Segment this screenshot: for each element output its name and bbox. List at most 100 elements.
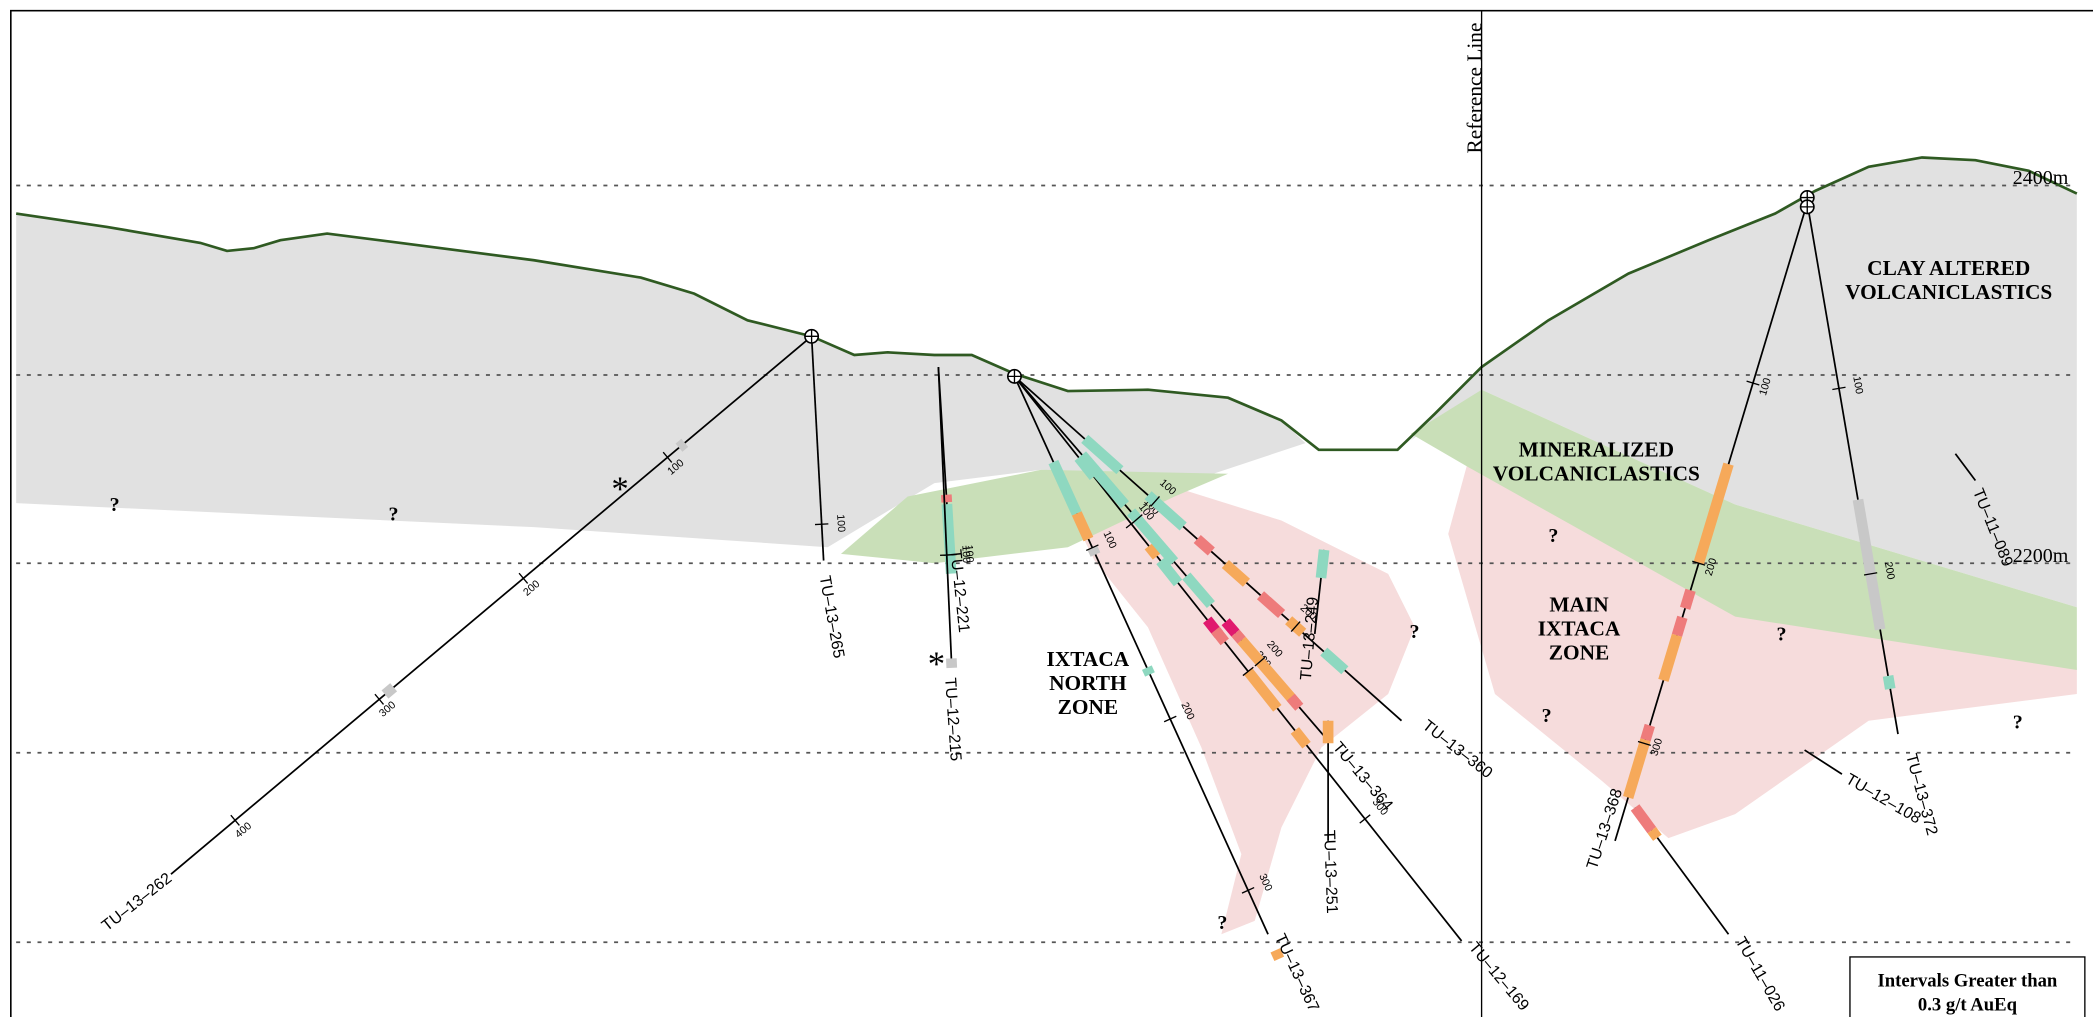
assay-interval	[1156, 557, 1183, 587]
depth-label: 300	[377, 699, 398, 720]
depth-tick	[1692, 560, 1706, 566]
elevation-lines	[16, 184, 2077, 944]
assay-interval	[1231, 629, 1246, 644]
assay-interval	[1077, 451, 1130, 509]
assay-interval	[1221, 560, 1251, 587]
zone-label: MINERALIZED	[1519, 437, 1674, 461]
depth-label: 100	[959, 545, 972, 563]
assay-interval	[1852, 498, 1886, 631]
zone-label: NORTH	[1049, 671, 1127, 695]
assay-interval	[1182, 572, 1215, 609]
drill-hole	[170, 335, 813, 875]
pink-zone	[1448, 460, 2077, 839]
assay-interval	[941, 503, 957, 574]
drill-hole	[1806, 202, 1899, 735]
assay-interval	[1630, 804, 1657, 834]
assay-interval	[1127, 508, 1179, 566]
depth-tick	[1254, 656, 1266, 667]
depth-tick	[814, 523, 829, 526]
depth-tick	[1637, 740, 1651, 746]
collar-cross	[804, 329, 819, 344]
drill-hole	[1954, 453, 1977, 481]
depth-tick	[1863, 572, 1878, 576]
green-zone	[1410, 389, 2077, 670]
depth-tick	[374, 693, 385, 705]
hole-label: TU–12–215	[941, 677, 964, 762]
assay-interval	[1315, 549, 1330, 579]
zone-label: ZONE	[1058, 695, 1119, 719]
depth-tick	[1746, 380, 1760, 386]
assay-interval	[1693, 462, 1734, 565]
assay-interval	[1623, 738, 1651, 800]
depth-tick	[1359, 814, 1371, 824]
depth-tick	[662, 451, 673, 463]
assay-interval	[675, 438, 689, 452]
assay-interval	[1640, 723, 1655, 742]
uncertain-marker: ?	[1542, 705, 1552, 727]
hole-label: TU–13–265	[816, 574, 847, 659]
assay-interval	[1290, 727, 1311, 749]
assay-interval	[1141, 665, 1155, 677]
depth-label: 300	[1649, 737, 1666, 758]
depth-tick	[1085, 544, 1099, 552]
pink-zone	[1067, 487, 1415, 935]
legend-text: Intervals Greater than	[1878, 970, 2058, 991]
hole-label: TU–13–360	[1419, 717, 1495, 782]
depth-tick	[230, 814, 240, 826]
depth-tick	[1832, 386, 1846, 391]
depth-label: 400	[233, 820, 254, 841]
collar-cross	[1800, 200, 1814, 214]
zone-label: IXTACA	[1047, 647, 1130, 671]
drill-hole	[1804, 749, 1843, 775]
uncertain-marker: ?	[1217, 912, 1227, 934]
depth-label: 200	[1882, 561, 1897, 581]
asterisk: *	[611, 469, 628, 508]
assay-interval	[1237, 636, 1301, 708]
drill-hole	[937, 366, 953, 668]
depth-tick	[518, 572, 529, 584]
depth-label: 100	[1757, 376, 1774, 397]
gray-zone	[16, 213, 1306, 548]
legend-box	[1849, 956, 2086, 1017]
hole-label: TU–13–262	[99, 870, 175, 935]
drill-hole	[810, 336, 825, 561]
depth-tick	[1290, 621, 1301, 632]
assay-interval	[1081, 434, 1124, 475]
zone-label: MAIN	[1549, 592, 1609, 616]
uncertain-marker: ?	[1777, 624, 1787, 646]
depth-label: 100	[1850, 375, 1865, 395]
assay-interval	[1087, 545, 1101, 557]
assay-interval	[1680, 588, 1696, 610]
hole-label: TU–13–367	[1271, 931, 1322, 1014]
uncertain-marker: ?	[1548, 525, 1558, 547]
assay-interval	[1671, 615, 1688, 637]
hole-label: TU–12–169	[1465, 939, 1532, 1014]
assay-interval	[1270, 948, 1285, 962]
depth-label: 100	[962, 544, 975, 563]
depth-label: 200	[521, 578, 542, 599]
assay-interval	[1286, 693, 1304, 711]
assay-interval	[1193, 534, 1215, 556]
assay-interval	[1256, 591, 1286, 619]
assay-interval	[1221, 618, 1240, 637]
assay-interval	[1071, 511, 1094, 542]
frame	[10, 9, 2093, 1017]
hole-label: TU–13–364	[1329, 739, 1396, 814]
depth-label: 100	[834, 514, 847, 532]
depth-tick	[1131, 514, 1143, 524]
elevation-label: 2400m	[2013, 167, 2069, 189]
elevation-label: 2200m	[2013, 545, 2069, 567]
uncertain-marker: ?	[389, 504, 399, 526]
hole-label: TU–13–251	[1320, 830, 1340, 914]
depth-tick	[1150, 496, 1161, 507]
depth-tick	[1163, 715, 1177, 723]
zone-label: VOLCANICLASTICS	[1493, 461, 1700, 485]
asterisk: *	[928, 644, 945, 683]
depth-tick	[1242, 666, 1254, 677]
topography	[15, 156, 2078, 452]
assay-interval	[1658, 633, 1683, 682]
uncertain-marker: ?	[2013, 712, 2023, 734]
assay-interval	[1211, 626, 1229, 646]
assay-interval	[1144, 491, 1187, 531]
hole-label: TU–11–026	[1732, 934, 1788, 1014]
